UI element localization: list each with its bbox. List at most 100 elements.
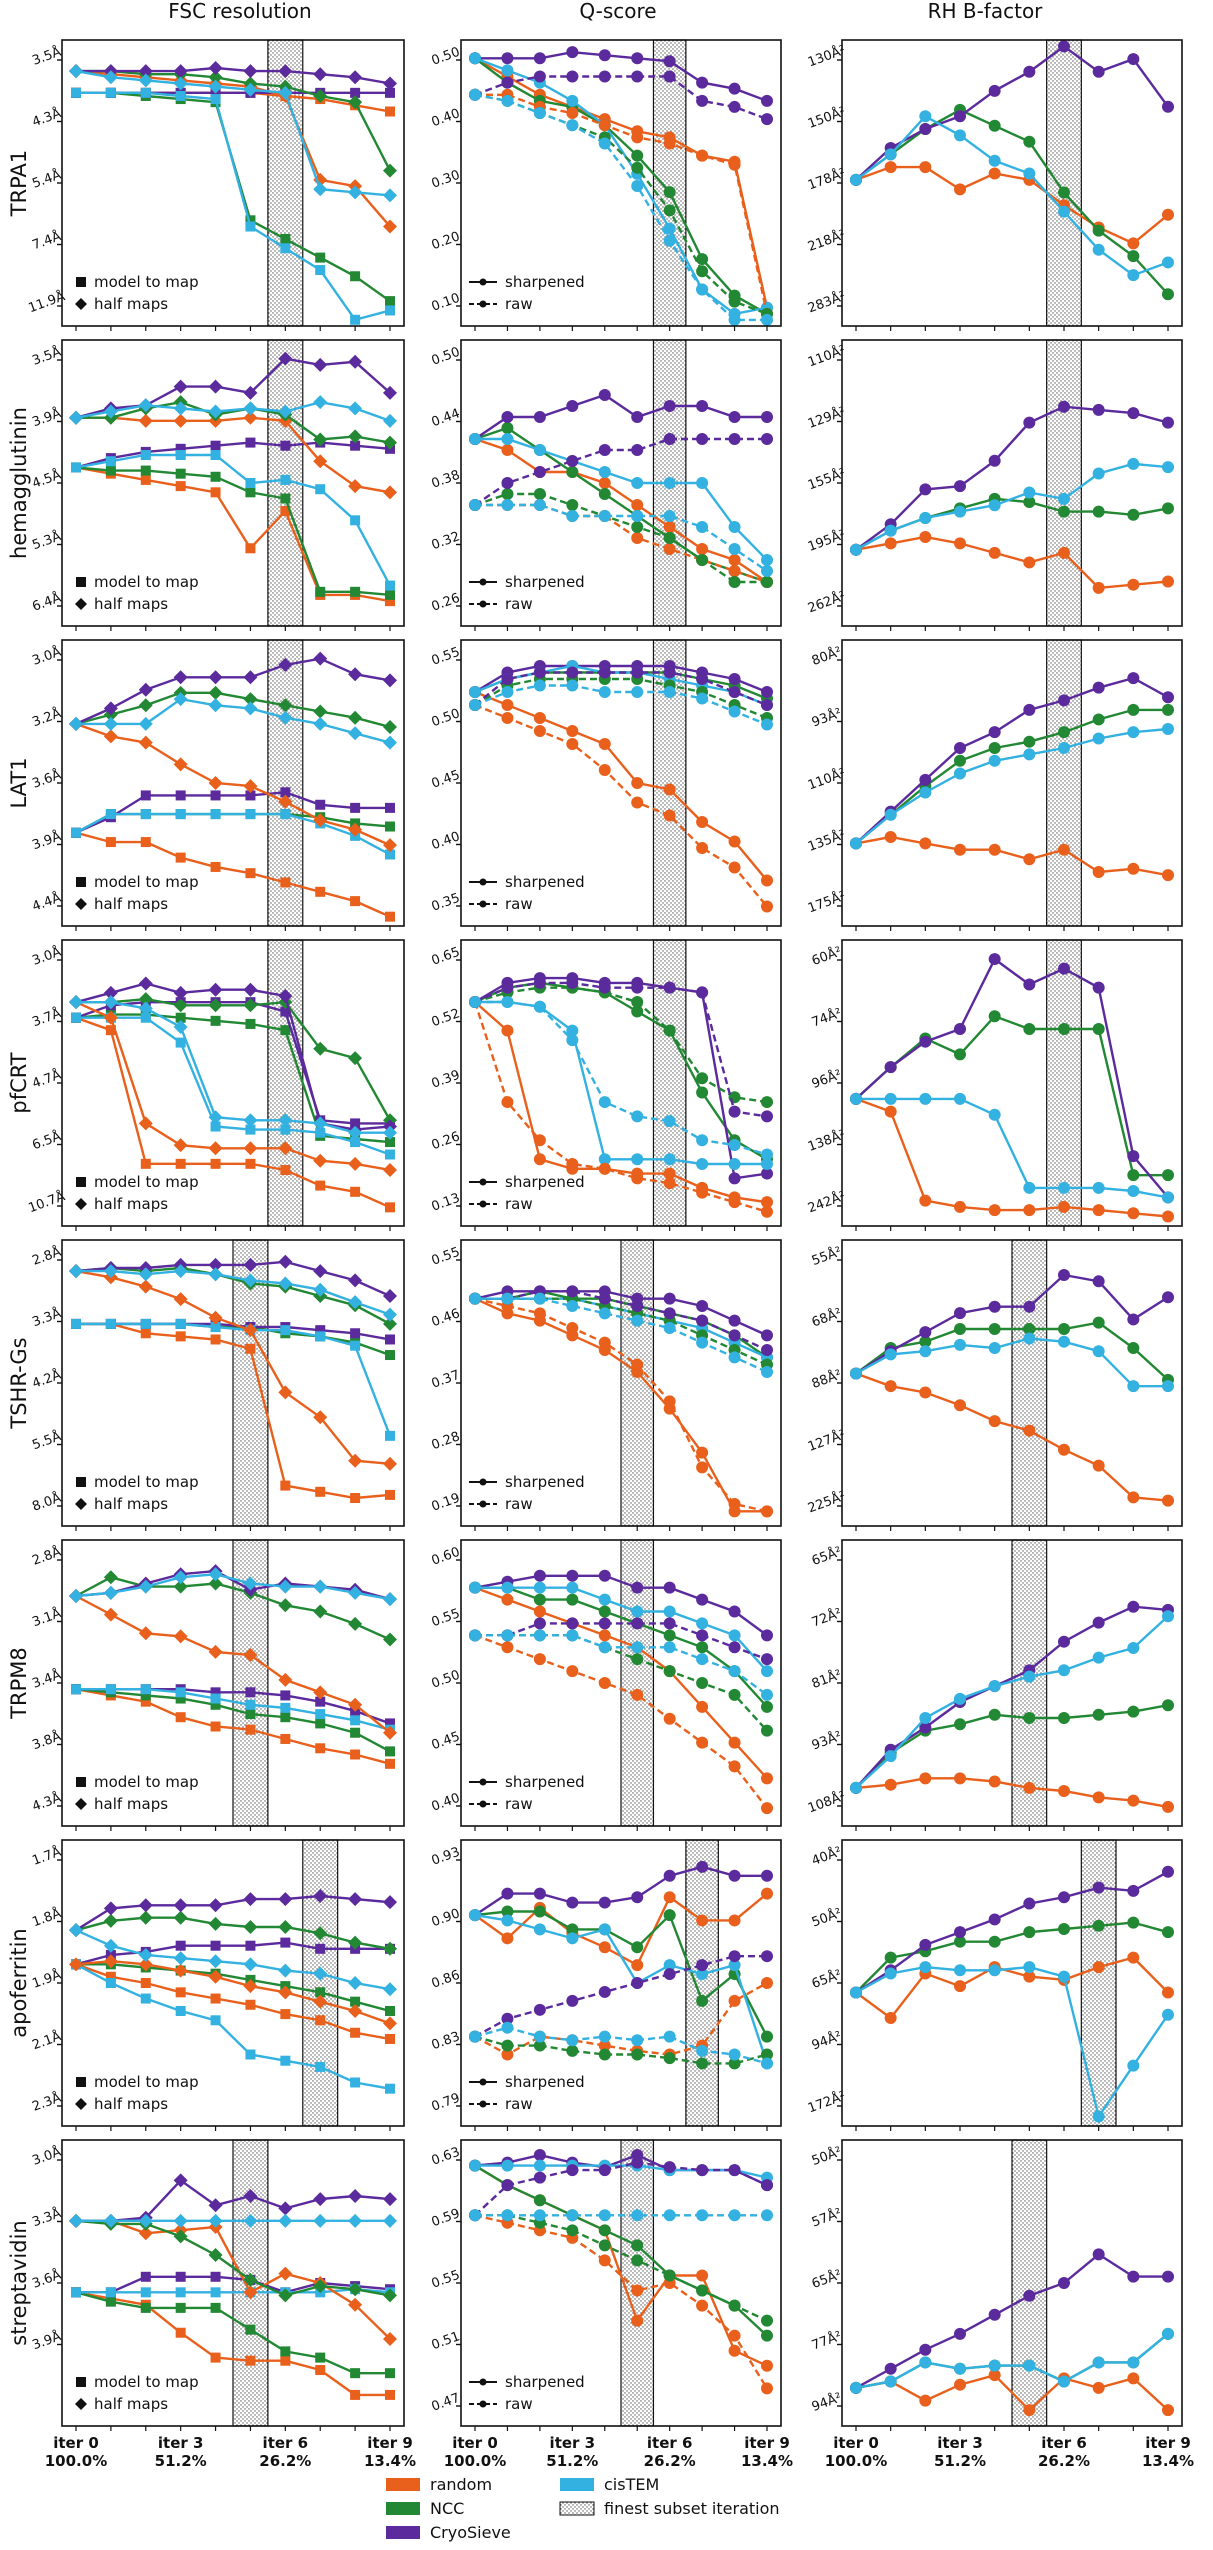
- data-point-ncc-7: [315, 1718, 326, 1729]
- data-point-random-3: [954, 183, 966, 196]
- data-point-cistem-8: [1127, 1642, 1140, 1655]
- series-line-cistem-half_maps: [75, 1572, 391, 1601]
- data-point-cryosieve-5: [245, 437, 256, 448]
- series-line-cistem-sharpened: [475, 1000, 767, 1166]
- data-point-cryosieve-5: [631, 1581, 644, 1594]
- data-point-cryosieve-1: [501, 411, 514, 423]
- data-point-ncc-8: [1127, 1342, 1140, 1355]
- data-point-cryosieve-6: [1058, 962, 1070, 975]
- data-point-random-3: [954, 537, 966, 550]
- legend-label-sharpened: sharpened: [505, 573, 585, 591]
- data-point-ncc-6: [280, 1712, 291, 1723]
- data-point-random-1: [884, 831, 897, 844]
- data-point-cistem-5: [243, 1273, 258, 1288]
- data-point-cryosieve-5: [631, 1300, 644, 1312]
- data-point-cistem-9: [761, 565, 773, 577]
- data-point-cistem-8: [728, 521, 741, 533]
- data-point-cistem-6: [280, 1124, 291, 1135]
- data-point-random-8: [728, 158, 741, 171]
- data-point-ncc-5: [631, 1941, 644, 1954]
- data-point-random-9: [761, 900, 773, 913]
- data-point-cistem-0: [69, 1588, 83, 1603]
- series-line-random-model_to_map: [75, 831, 391, 918]
- data-point-ncc-7: [313, 704, 328, 719]
- series-line-random: [855, 1372, 1169, 1502]
- y-tick-label: 5.3Å: [30, 528, 63, 553]
- series-line-random-sharpened: [474, 1001, 768, 1204]
- data-point-cistem-2: [919, 786, 932, 799]
- y-tick-label: 77Å²: [809, 2328, 843, 2354]
- data-point-ncc-1: [501, 2039, 514, 2052]
- data-point-cistem-2: [919, 2356, 932, 2369]
- data-point-cistem-4: [210, 2015, 221, 2026]
- data-point-ncc-4: [208, 998, 223, 1013]
- data-point-cistem-3: [173, 692, 188, 707]
- data-point-cistem-1: [501, 2159, 514, 2172]
- data-point-cryosieve-9: [385, 1334, 395, 1345]
- data-point-cryosieve-6: [278, 2201, 293, 2216]
- data-point-cistem-0: [850, 543, 862, 556]
- y-tick-label: 8.0Å: [30, 1490, 63, 1515]
- data-point-random-9: [385, 1758, 395, 1769]
- protein-label-pfcrt: pfCRT: [7, 1052, 31, 1113]
- y-tick-label: 4.2Å: [30, 1367, 63, 1392]
- data-point-cistem-3: [954, 1338, 966, 1351]
- data-point-cistem-8: [348, 1295, 363, 1310]
- data-point-cistem-4: [598, 2030, 611, 2043]
- data-point-ncc-9: [385, 296, 395, 307]
- data-point-cistem-0: [469, 433, 481, 445]
- data-point-cistem-7: [315, 2061, 326, 2072]
- legend-label-half-maps: half maps: [94, 2095, 168, 2113]
- data-point-cistem-3: [173, 1020, 188, 1035]
- data-point-cistem-6: [278, 1963, 293, 1978]
- data-point-cistem-1: [105, 2287, 116, 2298]
- data-point-cistem-6: [663, 222, 676, 235]
- data-point-cistem-0: [850, 1781, 862, 1794]
- data-point-ncc-6: [278, 698, 293, 713]
- data-point-random-9: [383, 838, 397, 853]
- y-tick-label: 57Å²: [809, 2205, 843, 2231]
- data-point-cryosieve-8: [348, 1892, 363, 1907]
- data-point-cryosieve-9: [761, 2179, 773, 2192]
- data-point-cryosieve-7: [313, 1264, 328, 1279]
- data-point-cryosieve-6: [663, 666, 676, 679]
- data-point-ncc-7: [1092, 1919, 1105, 1932]
- data-point-cistem-6: [278, 1579, 293, 1594]
- data-point-cryosieve-5: [1023, 2289, 1036, 2302]
- data-point-random-2: [140, 1696, 151, 1707]
- y-tick-label: 0.10: [430, 291, 462, 315]
- y-tick-label: 81Å²: [809, 1666, 843, 1692]
- data-point-random-2: [140, 1158, 151, 1169]
- data-point-cistem-0: [850, 1092, 862, 1105]
- data-point-cistem-5: [631, 2034, 644, 2047]
- series-line-random: [855, 1777, 1169, 1809]
- data-point-cryosieve-2: [533, 1887, 546, 1900]
- series-line-cryosieve-half_maps: [76, 66, 391, 85]
- x-tick-label-iter: iter 0: [452, 2434, 498, 2452]
- data-point-random-4: [208, 1310, 223, 1325]
- data-point-ncc-4: [988, 742, 1001, 755]
- data-point-cryosieve-8: [728, 1605, 741, 1618]
- data-point-random-3: [566, 1158, 579, 1171]
- data-point-ncc-8: [348, 1051, 363, 1066]
- data-point-cistem-2: [138, 2213, 153, 2228]
- data-point-random-5: [631, 1688, 644, 1701]
- data-point-ncc-8: [1127, 703, 1140, 716]
- series-line-cistem-raw: [474, 93, 767, 322]
- y-tick-label: 3.6Å: [30, 2267, 63, 2292]
- x-tick-label-percent: 26.2%: [644, 2452, 696, 2470]
- data-point-random-4: [210, 1993, 221, 2004]
- data-point-cistem-7: [315, 1127, 326, 1138]
- y-tick-label: 0.30: [430, 168, 462, 192]
- data-point-cistem-8: [728, 1959, 741, 1972]
- data-point-cryosieve-9: [383, 673, 397, 688]
- data-point-ncc-8: [348, 1935, 363, 1950]
- data-point-cistem-0: [469, 2030, 481, 2043]
- data-point-ncc-3: [175, 1012, 186, 1023]
- data-point-cryosieve-4: [210, 440, 221, 451]
- data-point-cistem-3: [173, 1570, 188, 1585]
- y-tick-label: 0.90: [430, 1906, 462, 1930]
- data-point-random-7: [1092, 1459, 1105, 1472]
- data-point-cryosieve-8: [1127, 53, 1140, 66]
- series-line-cryosieve-model_to_map: [75, 1001, 390, 1125]
